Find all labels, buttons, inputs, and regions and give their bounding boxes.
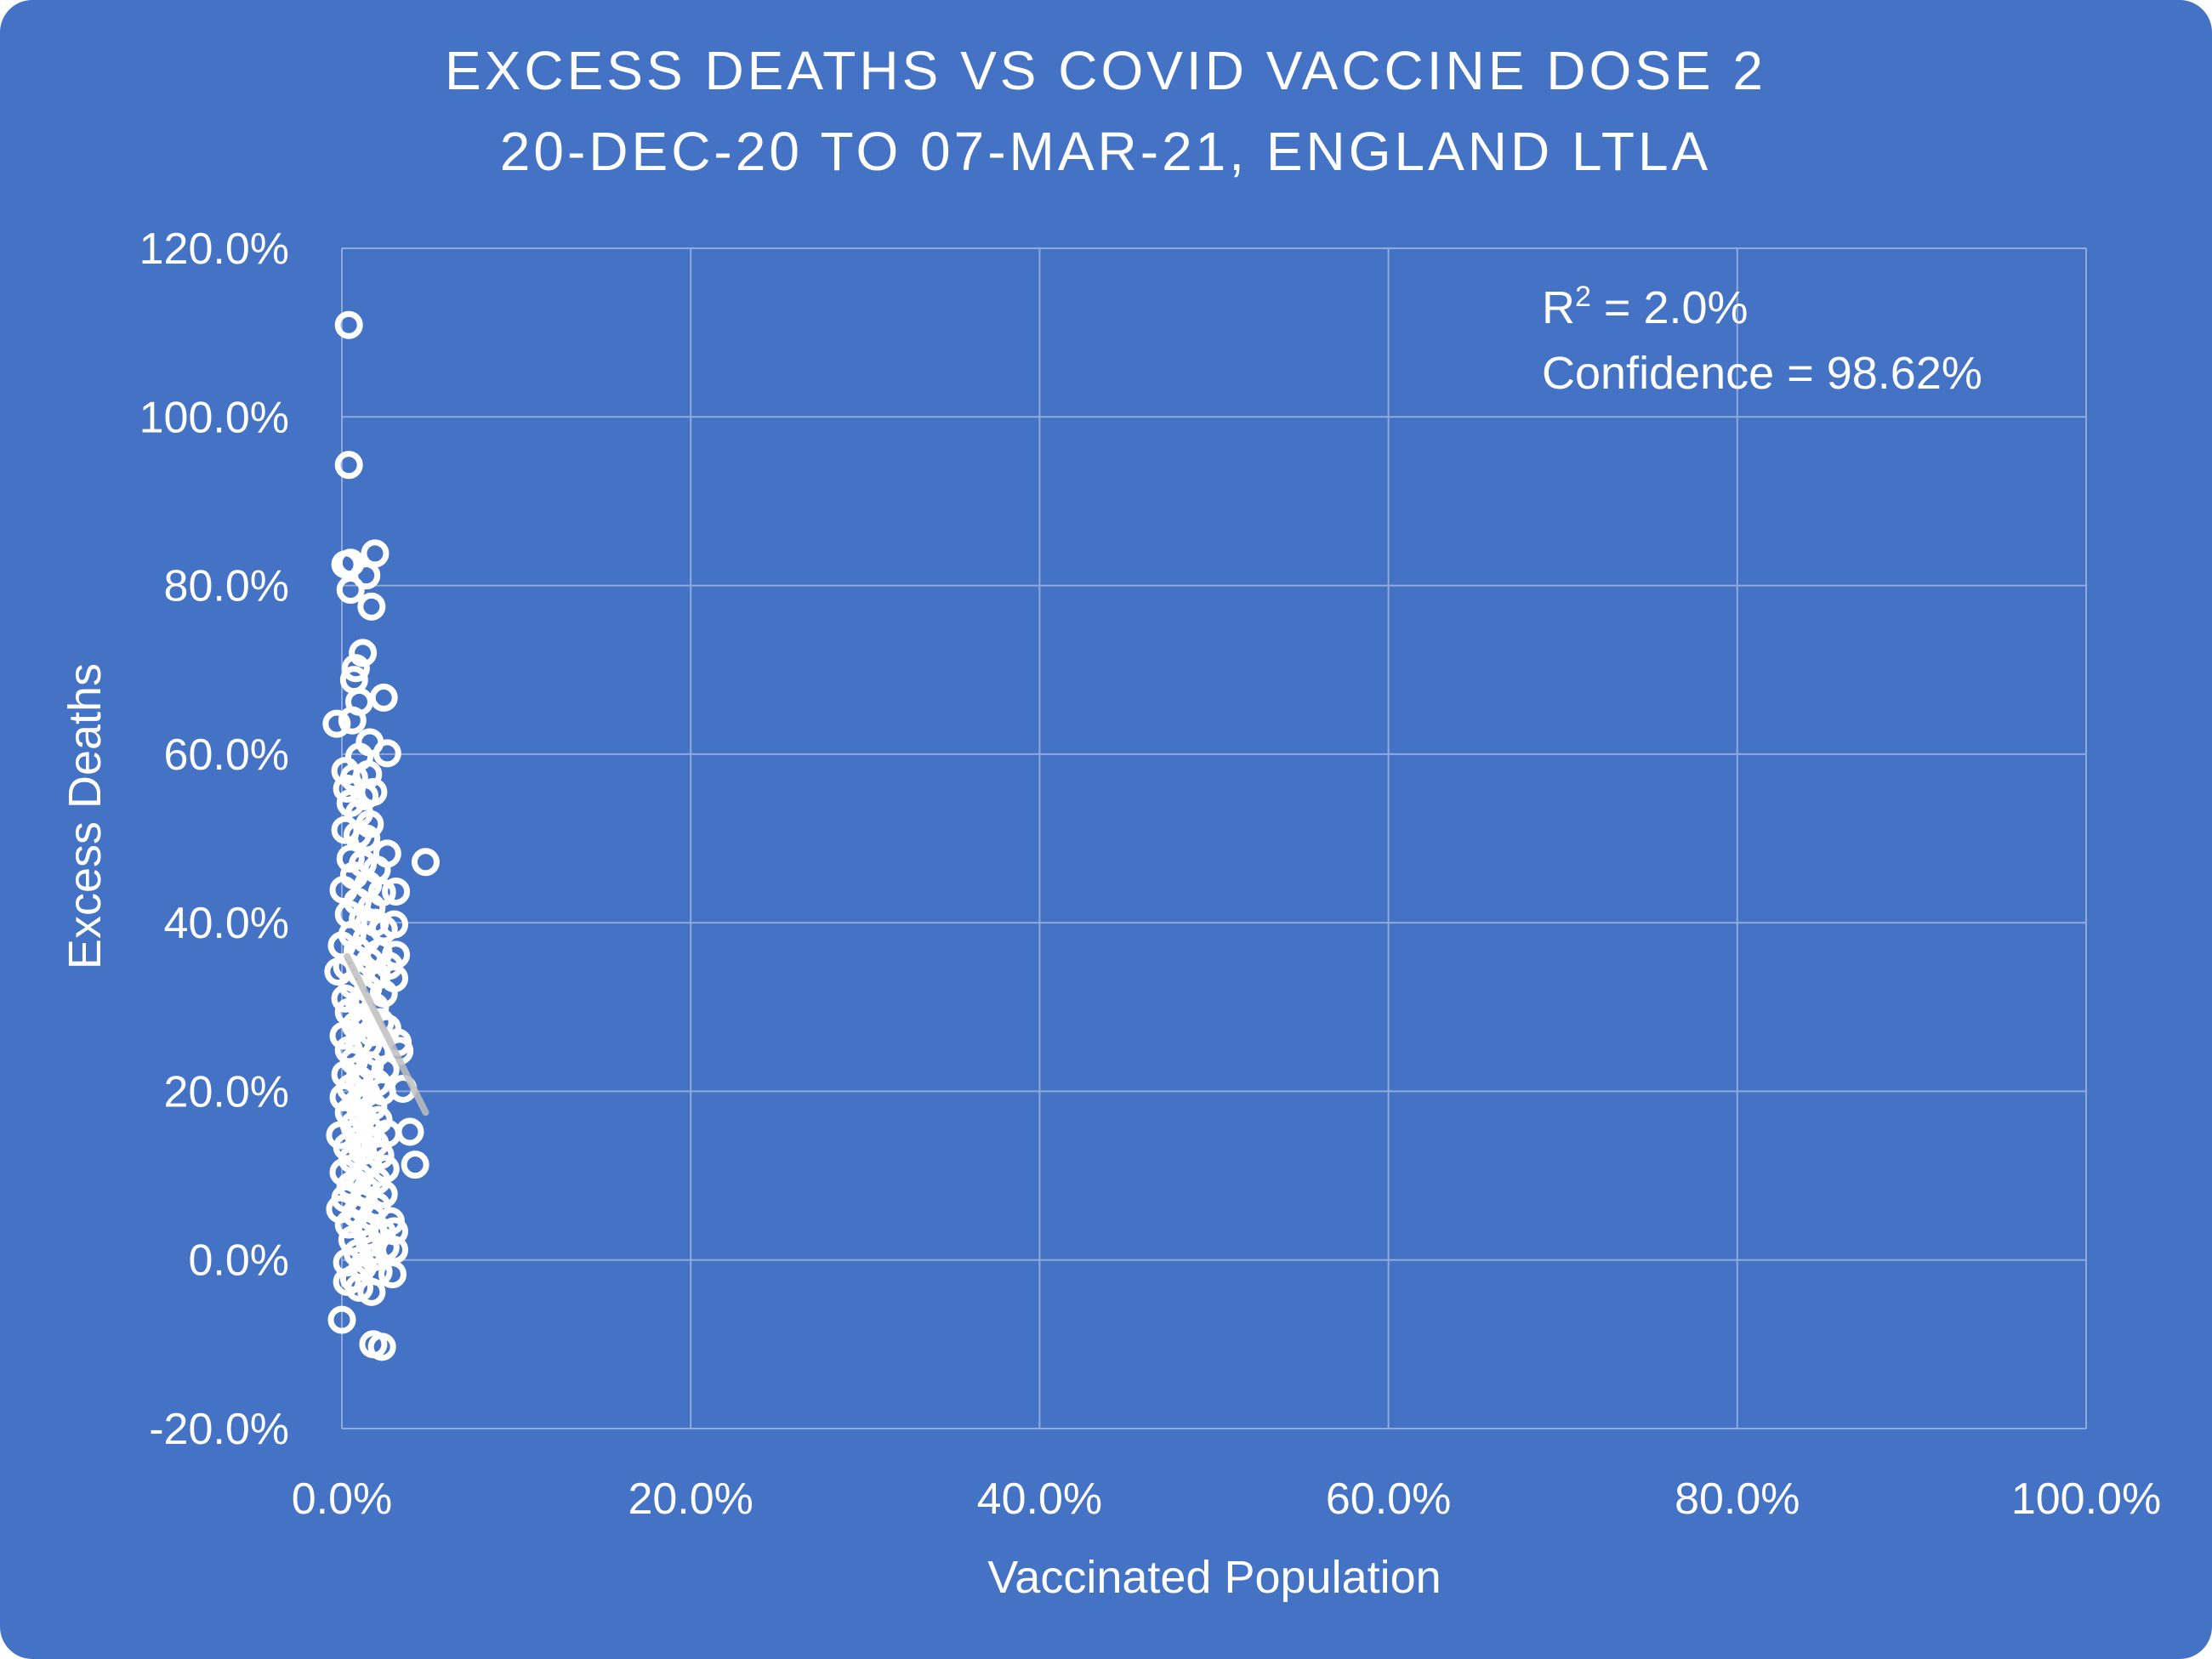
r-squared-annotation: R2 = 2.0% [1542, 281, 1749, 333]
data-point [336, 576, 365, 605]
x-axis-label: Vaccinated Population [987, 1552, 1441, 1603]
data-point [334, 1210, 363, 1239]
y-tick-label: -20.0% [149, 1405, 289, 1454]
data-point [401, 1151, 429, 1179]
trendline [344, 952, 429, 1116]
data-point [382, 877, 411, 906]
data-point [349, 639, 378, 668]
x-axis-ticks: 0.0% 20.0% 40.0% 60.0% 80.0% 100.0% [292, 1474, 2161, 1524]
y-tick-label: 100.0% [139, 393, 289, 442]
data-point [372, 739, 401, 768]
data-point [329, 1082, 358, 1111]
data-point [322, 709, 351, 738]
data-point [411, 848, 440, 877]
y-tick-label: 0.0% [188, 1236, 289, 1286]
data-point [329, 1021, 358, 1050]
data-point [378, 1260, 407, 1289]
y-tick-label: 20.0% [164, 1067, 289, 1116]
data-point [357, 592, 386, 621]
y-tick-label: 40.0% [164, 899, 289, 948]
data-point [327, 1305, 356, 1334]
data-point [359, 777, 388, 806]
x-tick-label: 0.0% [292, 1474, 393, 1524]
trendline-layer [344, 952, 429, 1116]
x-tick-label: 20.0% [628, 1474, 753, 1524]
data-point [357, 1277, 386, 1306]
data-point [395, 1117, 424, 1146]
y-tick-label: 120.0% [139, 224, 289, 274]
gridlines [341, 247, 2087, 1429]
x-tick-label: 100.0% [2011, 1474, 2161, 1524]
x-tick-label: 40.0% [977, 1474, 1102, 1524]
confidence-annotation: Confidence = 98.62% [1542, 348, 1982, 399]
y-axis-ticks: 120.0% 100.0% 80.0% 60.0% 40.0% 20.0% 0.0% -20.… [139, 224, 289, 1454]
data-point [334, 310, 363, 339]
data-point [331, 984, 360, 1013]
data-point [361, 539, 390, 568]
x-tick-label: 60.0% [1326, 1474, 1451, 1524]
data-point [369, 683, 398, 712]
y-axis-label: Excess Deaths [60, 663, 111, 969]
chart-subtitle: 20-DEC-20 TO 07-MAR-21, ENGLAND LTLA [500, 121, 1711, 182]
chart-title: EXCESS DEATHS VS COVID VACCINE DOSE 2 [445, 40, 1766, 101]
y-tick-label: 80.0% [164, 562, 289, 611]
y-tick-label: 60.0% [164, 730, 289, 780]
data-point [334, 451, 363, 480]
data-point [367, 1332, 396, 1361]
data-point [338, 706, 367, 735]
data-points [322, 310, 440, 1361]
x-tick-label: 80.0% [1675, 1474, 1800, 1524]
data-point [352, 824, 381, 853]
data-point [329, 1158, 358, 1187]
